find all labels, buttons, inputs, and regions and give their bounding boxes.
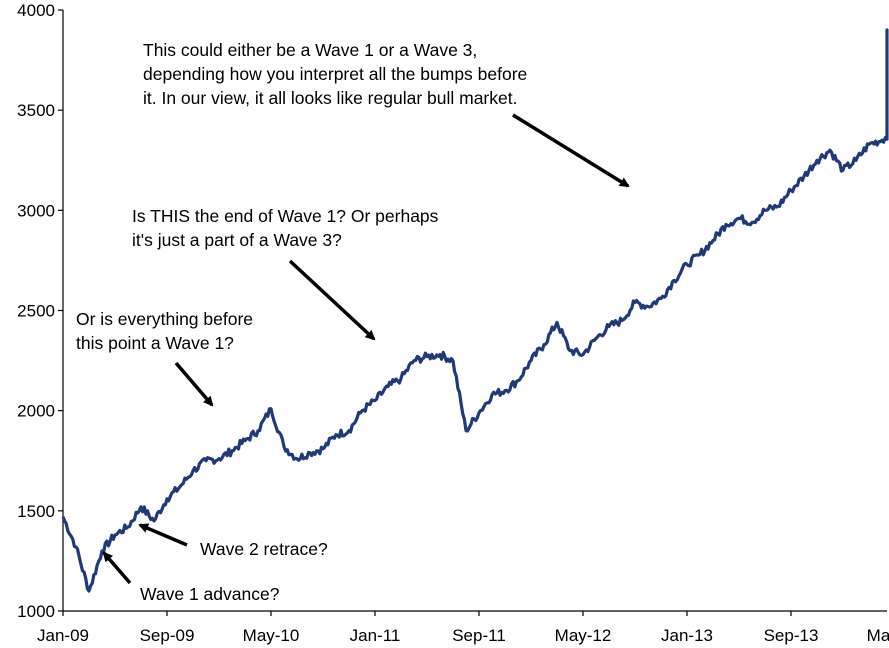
y-tick-label: 4000 <box>17 1 55 20</box>
x-tick-label: Sep-11 <box>452 626 506 645</box>
annotation-wave2: Wave 2 retrace? <box>138 523 328 559</box>
y-tick-label: 3000 <box>17 201 55 220</box>
x-tick-label: May-10 <box>243 626 300 645</box>
annotation-wave1-arrow <box>102 551 132 585</box>
annotation-top-line-2: depending how you interpret all the bump… <box>143 64 527 84</box>
series-line <box>61 28 889 593</box>
annotation-middle-line-2: it's just a part of a Wave 3? <box>132 230 342 250</box>
annotation-top: This could either be a Wave 1 or a Wave … <box>143 40 630 188</box>
annotation-middle-arrow <box>288 259 376 341</box>
y-tick-label: 2500 <box>17 302 55 321</box>
annotation-wave2-arrow <box>138 523 188 547</box>
annotation-wave2-text: Wave 2 retrace? <box>200 539 328 559</box>
x-tick-label: May-14 <box>867 626 889 645</box>
x-tick-label: Jan-11 <box>350 626 401 645</box>
annotation-top-line-1: This could either be a Wave 1 or a Wave … <box>143 40 477 60</box>
y-tick-label: 3500 <box>17 101 55 120</box>
y-tick-label: 1500 <box>17 502 55 521</box>
y-tick-label: 1000 <box>17 602 55 621</box>
x-tick-label: Jan-09 <box>37 626 89 645</box>
x-axis-ticks: Jan-09 Sep-09 May-10 Jan-11 Sep-11 May-12 Jan-… <box>37 611 889 645</box>
x-tick-label: Sep-13 <box>764 626 819 645</box>
annotation-wave1-text: Wave 1 advance? <box>140 584 280 604</box>
y-tick-label: 2000 <box>17 402 55 421</box>
annotation-left-arrow <box>174 361 214 407</box>
annotation-left-line-1: Or is everything before <box>76 309 253 329</box>
annotation-left: Or is everything before this point a Wav… <box>76 309 253 407</box>
annotation-left-line-2: this point a Wave 1? <box>76 333 234 353</box>
x-tick-label: Sep-09 <box>140 626 195 645</box>
annotation-top-line-3: it. In our view, it all looks like regul… <box>143 88 517 108</box>
annotation-wave1: Wave 1 advance? <box>102 551 280 604</box>
x-tick-label: May-12 <box>555 626 612 645</box>
annotation-top-arrow <box>512 113 630 188</box>
annotation-middle-line-1: Is THIS the end of Wave 1? Or perhaps <box>132 206 439 226</box>
x-tick-label: Jan-13 <box>661 626 713 645</box>
annotation-middle: Is THIS the end of Wave 1? Or perhaps it… <box>132 206 439 341</box>
y-axis-ticks: 1000 1500 2000 2500 3000 3500 4000 <box>17 1 63 621</box>
